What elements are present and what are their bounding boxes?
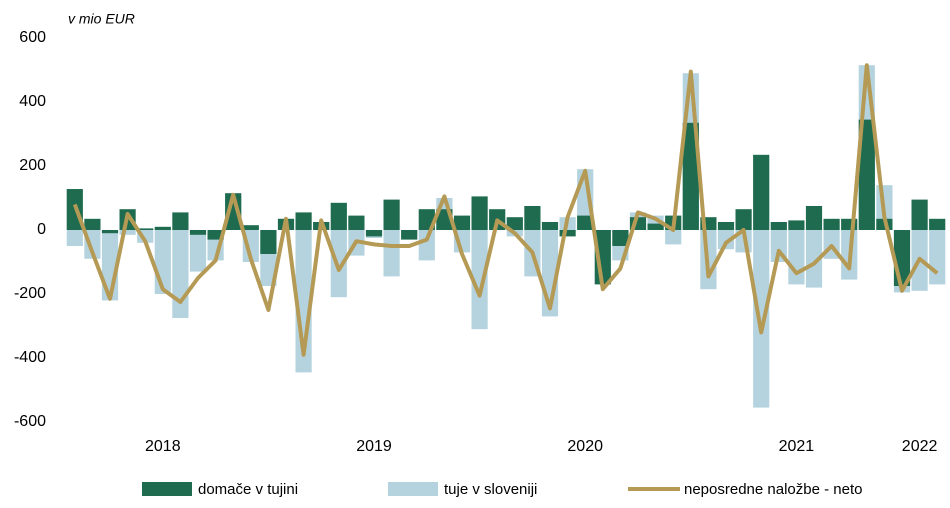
unit-label: v mio EUR <box>68 11 135 27</box>
bar <box>665 230 682 245</box>
bar <box>84 218 101 230</box>
bar <box>172 212 189 230</box>
bar <box>383 199 400 230</box>
bar <box>506 217 523 230</box>
legend-swatch <box>142 482 192 496</box>
bar <box>788 230 805 285</box>
bar <box>911 199 928 230</box>
bar <box>805 206 823 230</box>
bar <box>242 225 259 230</box>
bar <box>559 230 576 237</box>
bar <box>471 196 488 230</box>
legend-label: neposredne naložbe - neto <box>684 481 862 498</box>
x-tick-label: 2018 <box>145 438 181 455</box>
bar <box>401 230 418 240</box>
bar <box>577 215 594 230</box>
y-tick-label: 0 <box>37 221 46 238</box>
bar <box>119 230 136 235</box>
bar <box>295 212 312 230</box>
bar <box>207 230 224 240</box>
bar <box>788 220 805 230</box>
bar <box>260 230 277 254</box>
bar <box>453 215 471 230</box>
x-tick-label: 2020 <box>567 438 603 455</box>
bar <box>348 215 365 230</box>
bar <box>365 230 383 237</box>
x-tick-label: 2022 <box>902 438 938 455</box>
bar <box>753 230 770 408</box>
x-tick-label: 2019 <box>356 438 392 455</box>
bar <box>101 230 119 234</box>
bar <box>929 230 946 285</box>
bar <box>858 119 875 230</box>
y-tick-label: 400 <box>19 93 46 110</box>
y-tick-label: -200 <box>14 285 46 302</box>
bar <box>805 230 823 288</box>
bar <box>330 202 347 230</box>
bar <box>823 218 840 230</box>
bar <box>189 230 207 235</box>
legend-label: tuje v sloveniji <box>444 481 537 498</box>
bar <box>770 222 787 230</box>
bar <box>418 230 435 261</box>
bar <box>66 230 83 246</box>
bar <box>841 218 858 230</box>
bar <box>383 230 400 277</box>
bar <box>524 206 541 230</box>
legend-swatch <box>388 482 438 496</box>
bar <box>647 223 664 230</box>
bar <box>682 122 699 230</box>
bar <box>541 222 559 230</box>
line <box>72 63 939 357</box>
y-tick-label: 600 <box>19 29 46 46</box>
y-tick-label: -600 <box>14 413 46 430</box>
bar <box>717 222 735 230</box>
bar <box>717 230 735 250</box>
bar <box>172 230 189 318</box>
y-tick-label: 200 <box>19 157 46 174</box>
x-tick-label: 2021 <box>779 438 815 455</box>
legend-label: domače v tujini <box>198 481 298 498</box>
bar <box>753 154 770 230</box>
bar <box>471 230 488 330</box>
bar <box>330 230 347 298</box>
bar <box>154 226 171 230</box>
bar <box>189 230 207 272</box>
bar <box>612 230 629 246</box>
bar <box>735 209 752 230</box>
bar <box>137 228 154 230</box>
bar <box>929 218 946 230</box>
y-tick-label: -400 <box>14 349 46 366</box>
